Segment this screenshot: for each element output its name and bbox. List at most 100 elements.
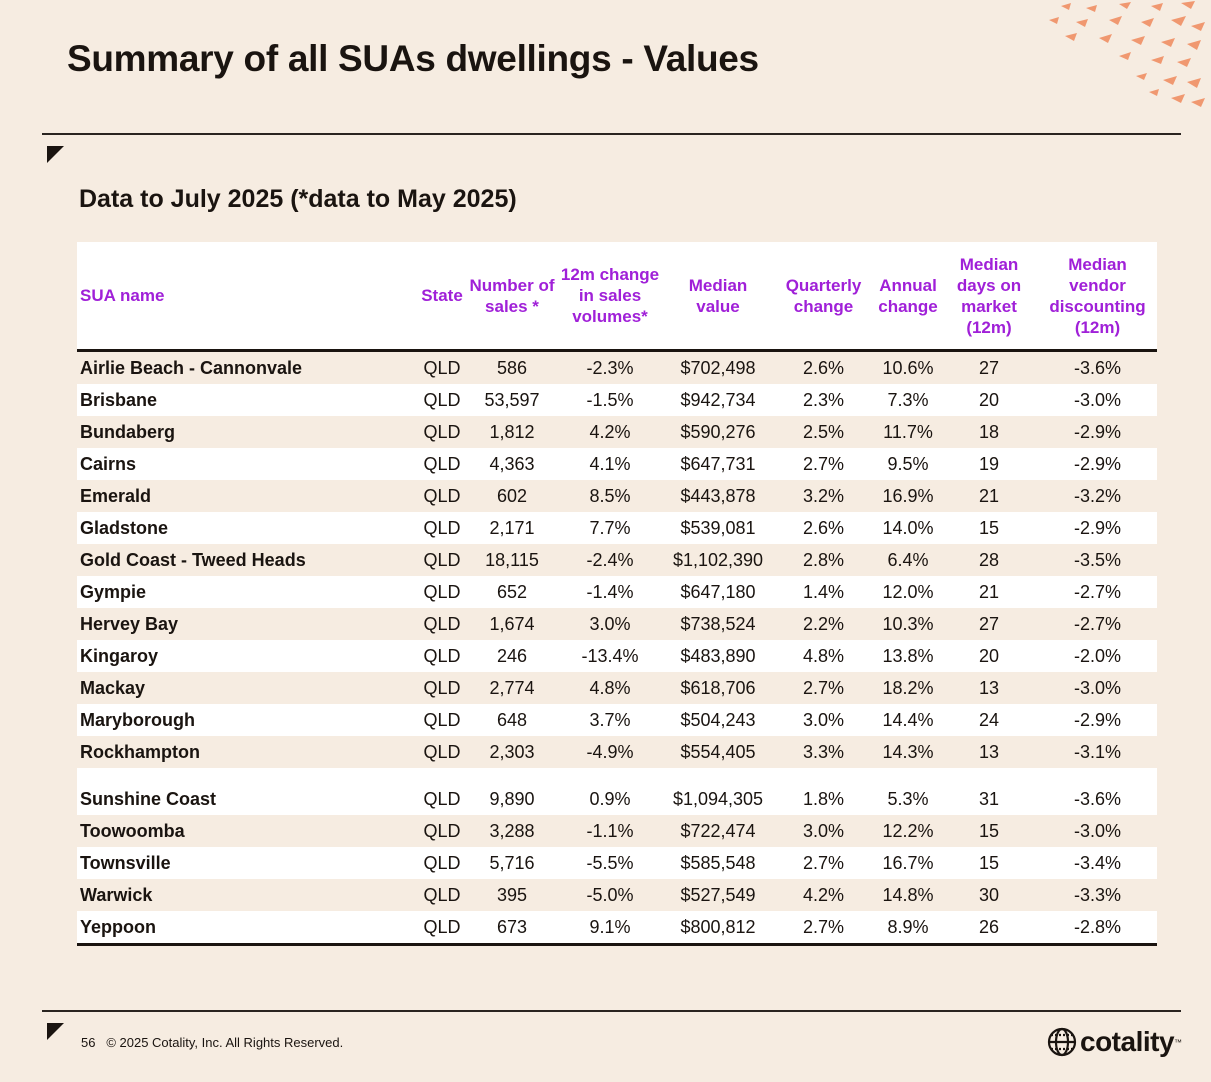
cell-annual-change: 14.4% [882,709,934,730]
cell-quarterly-change: 3.3% [802,741,845,762]
cell-quarterly-change: 2.7% [802,453,845,474]
cell-state: QLD [423,517,461,538]
cell-sua-name: Gold Coast - Tweed Heads [80,549,306,570]
cell-sales-volume-change: -2.3% [586,357,634,378]
cell-number-of-sales: 4,363 [489,453,535,474]
cell-median-value: $443,878 [680,485,756,506]
cell-state: QLD [423,453,461,474]
cell-median-value: $702,498 [680,357,756,378]
cell-sales-volume-change: 3.7% [589,709,631,730]
cell-vendor-discounting: -3.0% [1073,820,1122,841]
cell-quarterly-change: 2.7% [802,852,845,873]
logo-wordmark: cotality [1080,1026,1175,1057]
cell-days-on-market: 21 [978,485,1000,506]
table-row: Maryborough QLD 648 3.7% $504,243 3.0% 14.4% 24… [77,704,1157,736]
table-row: Emerald QLD 602 8.5% $443,878 3.2% 16.9% 21 -3.2… [77,480,1157,512]
table-row: Gympie QLD 652 -1.4% $647,180 1.4% 12.0% 21 -2.7… [77,576,1157,608]
cell-median-value: $554,405 [680,741,756,762]
cell-median-value: $1,094,305 [672,788,764,809]
cell-quarterly-change: 1.4% [802,581,845,602]
cell-sua-name: Warwick [80,884,153,905]
cell-vendor-discounting: -3.2% [1073,485,1122,506]
cell-state: QLD [423,820,461,841]
cell-days-on-market: 18 [978,421,1000,442]
cell-state: QLD [423,421,461,442]
cell-vendor-discounting: -3.5% [1073,549,1122,570]
header-annual-change: Annual change [878,275,938,316]
table-header: SUA name State Number of sales * 12m cha… [77,242,1157,352]
cell-state: QLD [423,485,461,506]
cell-days-on-market: 15 [978,820,1000,841]
cell-vendor-discounting: -2.9% [1073,517,1122,538]
cell-vendor-discounting: -3.0% [1073,677,1122,698]
cell-sales-volume-change: 9.1% [589,916,631,937]
cell-number-of-sales: 3,288 [489,820,535,841]
cell-quarterly-change: 2.8% [802,549,845,570]
cell-sales-volume-change: -1.1% [586,820,634,841]
cell-number-of-sales: 652 [496,581,528,602]
cell-median-value: $722,474 [680,820,756,841]
cell-sua-name: Gympie [80,581,147,602]
cell-state: QLD [423,916,461,937]
cell-number-of-sales: 18,115 [485,549,539,570]
cell-sales-volume-change: -5.0% [586,884,634,905]
cell-days-on-market: 26 [978,916,1000,937]
cell-quarterly-change: 4.2% [802,884,845,905]
cell-number-of-sales: 673 [496,916,528,937]
table-row: Gold Coast - Tweed Heads QLD 18,115 -2.4% $1… [77,544,1157,576]
cell-annual-change: 14.8% [882,884,934,905]
cell-number-of-sales: 1,812 [489,421,535,442]
table-row: Kingaroy QLD 246 -13.4% $483,890 4.8% 13.8% 20 -… [77,640,1157,672]
table-row: Yeppoon QLD 673 9.1% $800,812 2.7% 8.9% 26 -2.8% [77,911,1157,943]
cell-days-on-market: 24 [978,709,1000,730]
cell-sales-volume-change: 3.0% [589,613,631,634]
cell-number-of-sales: 1,674 [489,613,535,634]
cell-quarterly-change: 2.3% [802,389,845,410]
summary-table: SUA name State Number of sales * 12m cha… [77,242,1157,946]
cell-number-of-sales: 9,890 [489,788,535,809]
cell-median-value: $585,548 [680,852,756,873]
cell-days-on-market: 19 [978,453,1000,474]
bottom-divider [42,1010,1181,1012]
cell-vendor-discounting: -2.9% [1073,453,1122,474]
cell-annual-change: 12.2% [882,820,934,841]
cell-vendor-discounting: -2.9% [1073,421,1122,442]
cell-annual-change: 14.0% [882,517,934,538]
corner-marker-top [47,146,64,163]
cell-days-on-market: 21 [978,581,1000,602]
table-row: Toowoomba QLD 3,288 -1.1% $722,474 3.0% 12.2% 1… [77,815,1157,847]
cell-state: QLD [423,549,461,570]
cell-median-value: $618,706 [680,677,756,698]
cell-annual-change: 6.4% [887,549,929,570]
cell-annual-change: 5.3% [887,788,929,809]
table-row: Bundaberg QLD 1,812 4.2% $590,276 2.5% 11.7% 18… [77,416,1157,448]
header-state: State [421,286,463,305]
header-quarterly-change: Quarterly change [785,275,862,316]
cell-state: QLD [423,788,461,809]
cell-sales-volume-change: 8.5% [589,485,631,506]
cell-state: QLD [423,581,461,602]
cell-annual-change: 14.3% [882,741,934,762]
cell-state: QLD [423,741,461,762]
cell-sua-name: Mackay [80,677,146,698]
cell-quarterly-change: 3.2% [802,485,845,506]
cell-sales-volume-change: -13.4% [581,645,639,666]
cell-days-on-market: 30 [978,884,1000,905]
header-days-on-market: Median days on market (12m) [956,254,1022,337]
cell-days-on-market: 20 [978,389,1000,410]
cell-days-on-market: 27 [978,613,1000,634]
cell-sua-name: Maryborough [80,709,195,730]
cell-days-on-market: 27 [978,357,1000,378]
cell-state: QLD [423,389,461,410]
cell-quarterly-change: 1.8% [802,788,845,809]
cell-vendor-discounting: -3.0% [1073,389,1122,410]
table-row: Airlie Beach - Cannonvale QLD 586 -2.3% $702… [77,352,1157,384]
header-sua-name: SUA name [80,286,165,305]
cell-vendor-discounting: -2.8% [1073,916,1122,937]
cell-quarterly-change: 2.6% [802,517,845,538]
cell-sua-name: Airlie Beach - Cannonvale [80,357,303,378]
cell-sales-volume-change: -1.4% [586,581,634,602]
cell-vendor-discounting: -3.1% [1073,741,1122,762]
table-row: Mackay QLD 2,774 4.8% $618,706 2.7% 18.2% 13 -3.… [77,672,1157,704]
cell-median-value: $527,549 [680,884,756,905]
